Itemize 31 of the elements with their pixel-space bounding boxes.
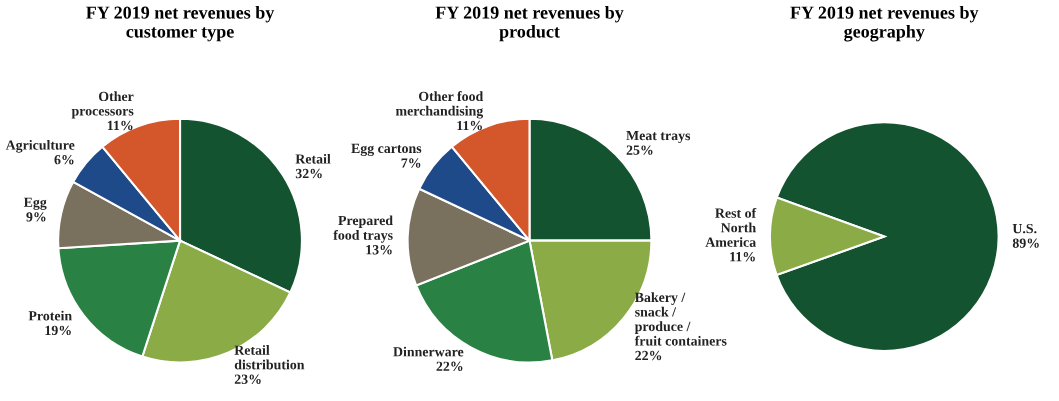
data-label: 22% — [436, 361, 463, 372]
data-label: 7% — [401, 158, 421, 168]
data-label: 89% — [1012, 238, 1039, 248]
slice-label: Other processors — [71, 91, 134, 119]
data-label: 22% — [635, 350, 662, 361]
data-label: 9% — [26, 212, 46, 222]
data-label: 11% — [730, 252, 755, 262]
slice-label: Retail — [295, 153, 331, 164]
slice-label: Protein — [28, 310, 72, 321]
data-label: 13% — [366, 245, 392, 255]
slice-label: Meat trays — [626, 131, 691, 144]
data-label: 6% — [54, 154, 74, 165]
data-label: 32% — [295, 168, 322, 179]
slice-label: Agriculture — [5, 139, 75, 153]
slice-label: Other food merchandising — [395, 91, 484, 119]
chart-title: FY 2019 net revenues by customer type — [86, 6, 275, 42]
slice-label: Rest of North America — [705, 207, 757, 247]
slice-label: U.S. — [1012, 223, 1037, 234]
data-label: 19% — [45, 325, 71, 336]
slice-label: Egg — [23, 197, 47, 210]
slice-label: Prepared food trays — [333, 215, 393, 243]
data-label: 23% — [234, 374, 261, 384]
slice-label: Dinnerware — [393, 346, 464, 357]
data-label: 11% — [457, 120, 482, 131]
data-label: 11% — [107, 120, 133, 131]
chart-title: FY 2019 net revenues by geography — [790, 6, 979, 42]
data-label: 25% — [626, 145, 653, 155]
slice-label: Bakery / snack / produce / fruit containers — [634, 292, 727, 346]
slice-label: Egg cartons — [351, 143, 422, 156]
slice-label: Retail distribution — [234, 345, 305, 370]
chart-title: FY 2019 net revenues by product — [435, 6, 624, 42]
